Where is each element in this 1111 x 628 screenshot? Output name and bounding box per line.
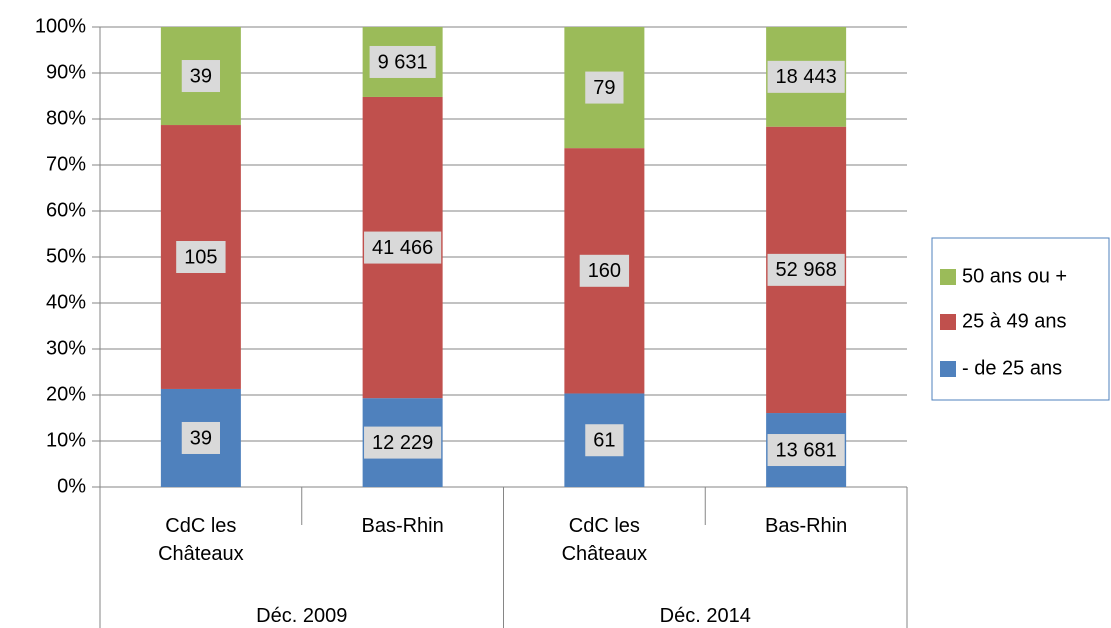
- data-label-box: [585, 424, 624, 457]
- group-label: Déc. 2009: [256, 605, 348, 627]
- y-tick-label: 0%: [57, 475, 86, 497]
- data-label: 39: [190, 427, 212, 449]
- legend-swatch: [940, 269, 956, 285]
- legend-box: [931, 237, 1110, 401]
- data-label-box: [585, 71, 624, 104]
- y-tick-label: 20%: [46, 383, 86, 405]
- y-tick-label: 50%: [46, 245, 86, 267]
- legend-label: 25 à 49 ans: [962, 310, 1067, 332]
- data-label-box: [579, 254, 630, 287]
- legend-swatch: [940, 314, 956, 330]
- data-label: 18 443: [776, 66, 837, 88]
- data-label: 105: [184, 246, 217, 268]
- data-label: 61: [593, 430, 615, 452]
- y-tick-label: 90%: [46, 61, 86, 83]
- y-tick-label: 10%: [46, 429, 86, 451]
- data-label-box: [181, 421, 220, 454]
- data-label: 52 968: [776, 259, 837, 281]
- legend-label: - de 25 ans: [962, 357, 1062, 379]
- x-tick-label: CdC les Châteaux: [158, 515, 244, 565]
- data-label: 13 681: [776, 439, 837, 461]
- data-label: 39: [190, 65, 212, 87]
- y-tick-label: 60%: [46, 199, 86, 221]
- data-label-box: [176, 241, 226, 273]
- data-label-box: [767, 253, 845, 286]
- data-label-box: [767, 60, 845, 93]
- y-tick-label: 30%: [46, 337, 86, 359]
- y-tick-label: 100%: [35, 15, 86, 37]
- x-tick-label: Bas-Rhin: [764, 515, 848, 537]
- legend-label: 50 ans ou +: [962, 265, 1067, 287]
- data-label: 9 631: [378, 51, 428, 73]
- data-label-box: [181, 60, 220, 93]
- x-tick-label: CdC les Châteaux: [561, 515, 648, 565]
- x-tick-label: Bas-Rhin: [361, 515, 444, 537]
- data-label: 79: [593, 77, 615, 99]
- data-label: 12 229: [372, 432, 433, 454]
- legend-swatch: [940, 361, 956, 377]
- data-label: 160: [588, 260, 621, 282]
- data-label-box: [369, 45, 436, 78]
- data-label-box: [767, 434, 845, 467]
- data-label-box: [364, 426, 442, 459]
- group-label: Déc. 2014: [659, 605, 751, 627]
- data-label-box: [364, 231, 442, 264]
- y-tick-label: 70%: [46, 153, 86, 175]
- y-tick-label: 40%: [46, 291, 86, 313]
- data-label: 41 466: [372, 237, 433, 259]
- y-tick-label: 80%: [46, 107, 86, 129]
